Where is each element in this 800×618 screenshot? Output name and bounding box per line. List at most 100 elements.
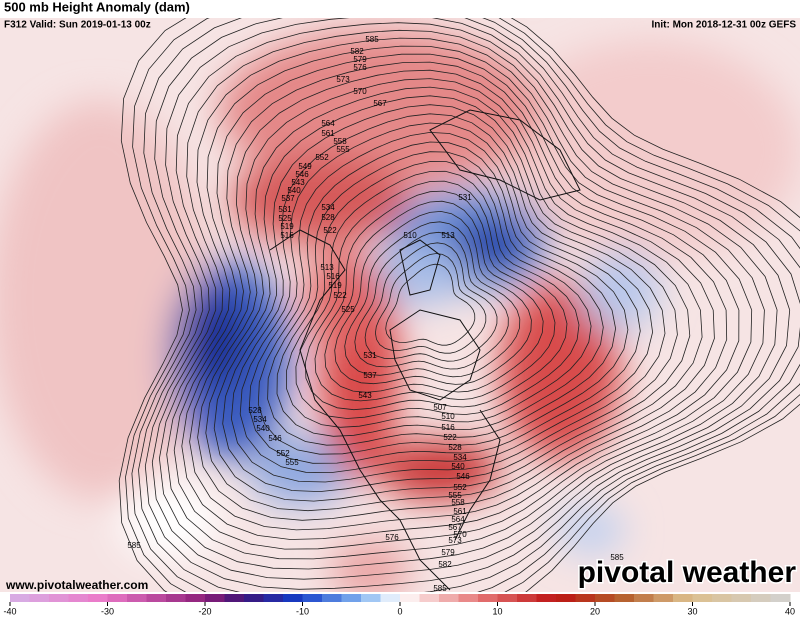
contour-label: 513 — [441, 231, 455, 240]
colorbar-segment — [146, 594, 167, 602]
contour-label: 558 — [451, 498, 465, 507]
colorbar-segment — [283, 594, 303, 602]
contour-label: 552 — [453, 483, 467, 492]
contour — [173, 45, 753, 550]
colorbar: -40 -30 -20 -10 0 10 20 30 40 — [3, 594, 795, 616]
contour — [118, 18, 800, 592]
contour-label: 552 — [315, 153, 329, 162]
contour-label: 585 — [127, 541, 141, 550]
contour — [248, 122, 641, 464]
contour-label: 579 — [441, 548, 455, 557]
contour — [158, 29, 778, 570]
colorbar-segment — [10, 594, 30, 602]
colorbar-tick-label: -30 — [101, 606, 114, 616]
colorbar-segment — [244, 594, 264, 602]
colorbar-segment — [29, 594, 50, 602]
colorbar-tick-label: -40 — [3, 606, 16, 616]
contour-label: 567 — [373, 99, 387, 108]
contour-label: 585 — [433, 584, 447, 593]
contour-label: 540 — [451, 462, 465, 471]
contour — [295, 170, 580, 419]
contour-label: 516 — [326, 272, 340, 281]
contour-label: 555 — [285, 458, 299, 467]
contour-label: 510 — [403, 231, 417, 240]
colorbar-tick-label: 30 — [687, 606, 697, 616]
colorbar-segment — [166, 594, 186, 602]
contour — [239, 113, 654, 474]
contour — [151, 22, 791, 580]
colorbar-tick-label: 20 — [590, 606, 600, 616]
contour — [267, 141, 617, 446]
colorbar-segment — [692, 594, 713, 602]
contour — [324, 200, 544, 393]
contour — [189, 61, 728, 531]
contour — [354, 231, 509, 370]
contour-label: 525 — [278, 214, 292, 223]
contour — [138, 18, 800, 592]
contour-label: 531 — [363, 351, 377, 360]
colorbar-segment — [575, 594, 596, 602]
contour-label: 534 — [321, 203, 335, 212]
contour-label: 573 — [336, 75, 350, 84]
colorbar-segment — [380, 594, 401, 602]
colorbar-segment — [673, 594, 693, 602]
colorbar-segment — [614, 594, 635, 602]
contour-label: 570 — [353, 87, 367, 96]
contour — [222, 95, 678, 493]
contour-labels: 5855825795765735705675645615585555525495… — [127, 35, 624, 593]
valid-time: F312 Valid: Sun 2019-01-13 00z — [4, 20, 151, 31]
contour — [257, 131, 629, 455]
colorbar-tick-label: -20 — [198, 606, 211, 616]
colorbar-segment — [341, 594, 362, 602]
contour-label: 510 — [441, 412, 455, 421]
contour-label: 585 — [365, 35, 379, 44]
contour — [276, 151, 604, 437]
colorbar-segment — [68, 594, 89, 602]
contour — [125, 18, 800, 592]
colorbar-segment — [595, 594, 615, 602]
colorbar-segment — [497, 594, 518, 602]
contour — [197, 69, 715, 521]
contour-label: 507 — [433, 403, 447, 412]
contour — [385, 263, 476, 346]
colorbar-tick-label: 40 — [785, 606, 795, 616]
contour-label: 537 — [281, 194, 295, 203]
contour-label: 534 — [453, 453, 467, 462]
colorbar-segment — [634, 594, 654, 602]
contour-label: 531 — [458, 193, 472, 202]
colorbar-segment — [419, 594, 440, 602]
contour-label: 540 — [256, 424, 270, 433]
colorbar-tick-label: 10 — [492, 606, 502, 616]
title: 500 mb Height Anomaly (dam) — [4, 0, 190, 14]
contour-label: 570 — [453, 530, 467, 539]
contour-label: 516 — [441, 423, 455, 432]
contour-label: 519 — [280, 222, 294, 231]
contour — [286, 161, 592, 428]
contour-label: 537 — [363, 371, 377, 380]
contour — [213, 86, 691, 502]
contour-label: 516 — [280, 231, 294, 240]
contour — [314, 190, 556, 402]
contour-label: 585 — [610, 553, 624, 562]
contour — [364, 242, 498, 362]
contour — [344, 221, 521, 378]
colorbar-segment — [458, 594, 479, 602]
contour-label: 552 — [276, 449, 290, 458]
contour-label: 543 — [291, 178, 305, 187]
colorbar-segment — [536, 594, 557, 602]
colorbar-segment — [205, 594, 225, 602]
contour-label: 528 — [248, 406, 262, 415]
contour-label: 546 — [456, 472, 470, 481]
colorbar-segment — [302, 594, 323, 602]
contour — [131, 18, 800, 592]
contour-label: 528 — [321, 213, 335, 222]
contour-label: 576 — [353, 63, 367, 72]
contour — [304, 180, 568, 411]
coastlines — [269, 109, 581, 591]
contour — [166, 37, 765, 560]
contour-label: 528 — [448, 443, 462, 452]
contour — [230, 104, 666, 483]
colorbar-tick-label: -10 — [296, 606, 309, 616]
contour-label: 543 — [358, 391, 372, 400]
